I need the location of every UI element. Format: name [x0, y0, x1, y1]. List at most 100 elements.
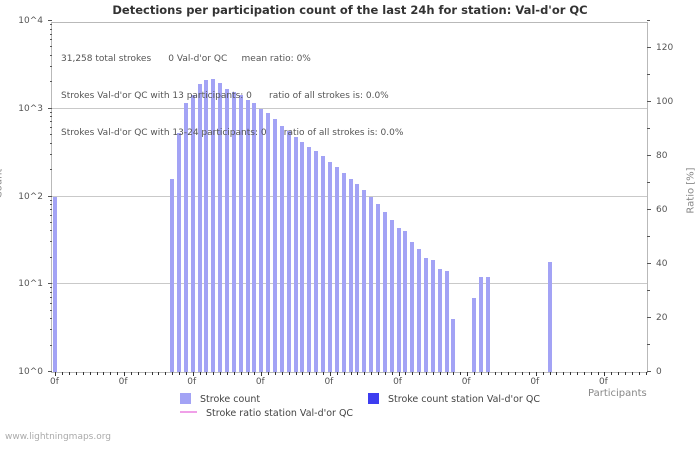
- axis-tick: [49, 65, 52, 67]
- axis-tick: [501, 372, 503, 375]
- axis-tick: [213, 372, 215, 375]
- annotation-block: 31,258 total strokes 0 Val-d'or QC mean …: [61, 28, 403, 164]
- axis-tick: [49, 134, 52, 136]
- axis-tick: [49, 121, 52, 123]
- axis-tick: [556, 372, 558, 375]
- annotation-line-3: Strokes Val-d'or QC with 13-24 participa…: [61, 128, 404, 139]
- axis-tick: [49, 344, 52, 346]
- bar: [286, 130, 291, 372]
- legend-color-swatch: [368, 393, 379, 404]
- axis-tick: [49, 54, 52, 56]
- bar: [238, 94, 243, 372]
- axis-tick: [371, 372, 373, 375]
- axis-tick: [49, 81, 52, 83]
- axis-tick: [474, 372, 476, 375]
- legend-item[interactable]: Stroke count station Val-d'or QC: [368, 393, 540, 405]
- bar: [355, 183, 360, 372]
- axis-tick: [583, 372, 585, 375]
- axis-tick: [103, 372, 105, 375]
- axis-tick: [144, 372, 146, 375]
- bar: [266, 112, 271, 372]
- axis-tick: [535, 372, 537, 376]
- bar: [403, 231, 408, 372]
- axis-tick: [82, 372, 84, 375]
- axis-tick: [49, 204, 52, 206]
- bar: [53, 196, 58, 372]
- axis-tick: [117, 372, 119, 375]
- axis-tick: [576, 372, 578, 375]
- axis-tick: [647, 344, 650, 345]
- bar: [224, 88, 229, 372]
- chart-title: Detections per participation count of th…: [112, 3, 588, 17]
- watermark-text: www.lightningmaps.org: [5, 432, 111, 442]
- axis-tick: [192, 372, 194, 376]
- y-axis-tick-label-right: 80: [656, 151, 668, 161]
- axis-tick: [624, 372, 626, 375]
- y-axis-tick-label-left: 10^3: [18, 103, 43, 114]
- axis-tick: [295, 372, 297, 375]
- axis-tick: [432, 372, 434, 375]
- axis-tick: [89, 372, 91, 375]
- bar: [327, 161, 332, 372]
- axis-tick: [309, 372, 311, 375]
- axis-tick: [647, 155, 651, 156]
- legend-item[interactable]: Stroke ratio station Val-d'or QC: [180, 408, 353, 419]
- axis-tick: [323, 372, 325, 375]
- bar: [231, 92, 236, 372]
- axis-tick: [590, 372, 592, 375]
- axis-tick: [199, 372, 201, 375]
- axis-tick: [647, 101, 651, 102]
- y-axis-tick-label-left: 10^0: [18, 367, 43, 377]
- axis-tick: [631, 372, 633, 375]
- axis-tick: [494, 372, 496, 375]
- axis-tick: [130, 372, 132, 375]
- axis-tick: [49, 169, 52, 171]
- x-axis-tick-label: 0f: [187, 377, 197, 387]
- legend-item[interactable]: Stroke count: [180, 393, 260, 405]
- bar: [170, 178, 175, 372]
- axis-tick: [49, 291, 52, 293]
- axis-tick: [49, 142, 52, 144]
- bar: [321, 155, 326, 372]
- bar: [307, 146, 312, 372]
- bar: [444, 271, 449, 372]
- axis-tick: [487, 372, 489, 375]
- axis-tick: [281, 372, 283, 375]
- axis-tick: [302, 372, 304, 375]
- axis-tick: [49, 230, 52, 232]
- axis-tick: [647, 236, 650, 237]
- axis-tick: [647, 74, 650, 75]
- axis-tick: [233, 372, 235, 375]
- bar: [389, 219, 394, 372]
- axis-tick: [467, 372, 469, 376]
- legend-line-marker: [180, 411, 197, 413]
- axis-tick: [647, 371, 651, 372]
- axis-tick: [49, 33, 52, 35]
- bar: [245, 100, 250, 372]
- axis-tick: [645, 372, 647, 375]
- axis-tick: [549, 372, 551, 375]
- axis-tick: [275, 372, 277, 375]
- axis-tick: [647, 20, 650, 21]
- bar: [293, 136, 298, 372]
- axis-tick: [49, 39, 52, 41]
- axis-tick: [329, 372, 331, 376]
- axis-tick: [508, 372, 510, 375]
- x-axis-tick-label: 0f: [598, 377, 608, 387]
- axis-tick: [515, 372, 517, 375]
- axis-tick: [49, 24, 52, 26]
- axis-tick: [151, 372, 153, 375]
- axis-tick: [618, 372, 620, 375]
- grid-line: [52, 107, 647, 109]
- bar: [485, 277, 490, 372]
- axis-tick: [220, 372, 222, 375]
- x-axis-tick-label: 0f: [393, 377, 402, 387]
- bar: [423, 257, 428, 372]
- axis-tick: [49, 221, 52, 223]
- axis-tick: [261, 372, 263, 376]
- axis-tick: [446, 372, 448, 375]
- chart-legend: Stroke count Stroke count station Val-d'o…: [0, 393, 700, 423]
- axis-tick: [48, 195, 52, 197]
- axis-tick: [350, 372, 352, 375]
